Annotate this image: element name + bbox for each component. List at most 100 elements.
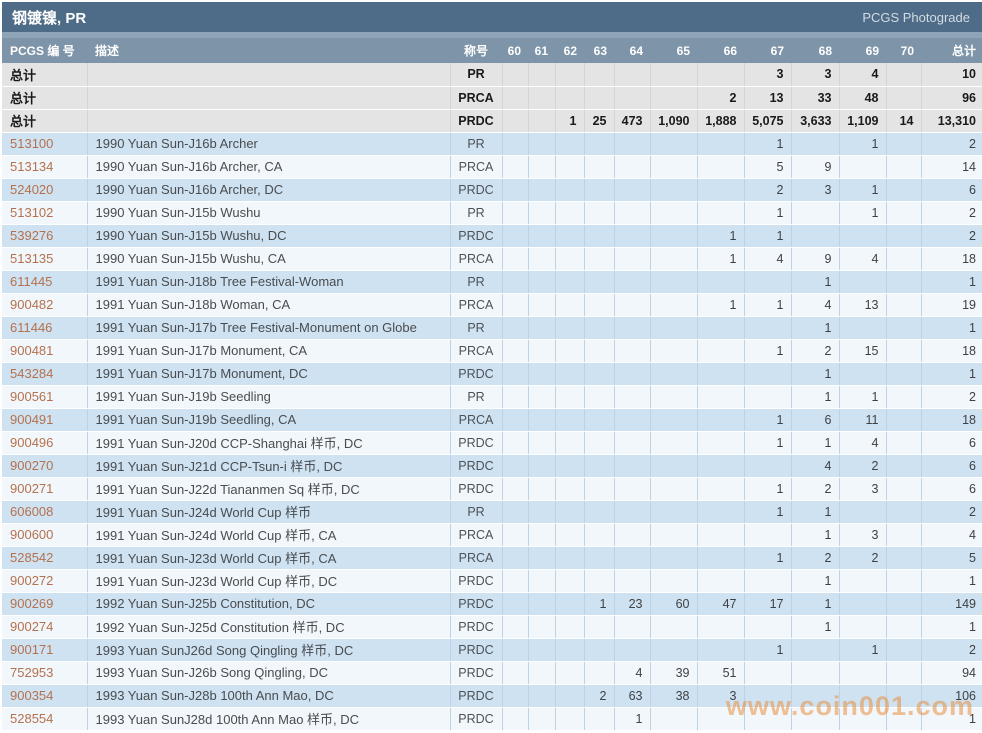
grade-60-cell [502, 109, 529, 133]
grade-70-cell [886, 270, 922, 294]
description-cell [87, 109, 451, 133]
grade-70-cell [886, 707, 922, 731]
total-cell: 2 [921, 638, 982, 662]
grade-62-cell [555, 385, 585, 409]
grade-66-cell [697, 316, 745, 340]
grade-60-cell [502, 569, 529, 593]
pcgs-number-link[interactable]: 513100 [2, 132, 88, 156]
grade-60-cell [502, 408, 529, 432]
table-row: 900171 1993 Yuan SunJ26d Song Qingling 样币… [2, 638, 982, 662]
grade-61-cell [528, 316, 556, 340]
designation-cell: PRDC [450, 707, 503, 731]
pcgs-number-link[interactable]: 528554 [2, 707, 88, 731]
grade-61-cell [528, 408, 556, 432]
brand-label: PCGS Photograde [862, 9, 970, 25]
grade-66-cell [697, 270, 745, 294]
grade-70-cell [886, 477, 922, 501]
grade-70-cell [886, 661, 922, 685]
grade-62-cell [555, 431, 585, 455]
pcgs-number-link[interactable]: 611446 [2, 316, 88, 340]
grade-61-cell [528, 661, 556, 685]
table-row: 513100 1990 Yuan Sun-J16b Archer PR 1 1 2 [2, 132, 982, 156]
designation-cell: PRCA [450, 86, 503, 110]
grade-68-cell: 3 [791, 178, 840, 202]
grade-67-cell: 5,075 [744, 109, 792, 133]
grade-65-cell [650, 339, 698, 363]
grade-61-cell [528, 454, 556, 478]
grade-70-cell [886, 408, 922, 432]
description-cell: 1990 Yuan Sun-J16b Archer, DC [87, 178, 451, 202]
grade-67-cell [744, 684, 792, 708]
pcgs-number-link[interactable]: 900274 [2, 615, 88, 639]
grade-64-cell [614, 339, 651, 363]
grade-63-cell [584, 132, 615, 156]
grade-68-cell: 9 [791, 155, 840, 179]
grade-60-cell [502, 615, 529, 639]
pcgs-number-link[interactable]: 900272 [2, 569, 88, 593]
grade-61-cell [528, 109, 556, 133]
grade-60-cell [502, 270, 529, 294]
pcgs-number-link[interactable]: 539276 [2, 224, 88, 248]
grade-60-cell [502, 592, 529, 616]
table-row: 606008 1991 Yuan Sun-J24d World Cup 样币 PR 1… [2, 500, 982, 524]
grade-68-cell: 1 [791, 592, 840, 616]
pcgs-number-link[interactable]: 752953 [2, 661, 88, 685]
pcgs-number-link[interactable]: 900269 [2, 592, 88, 616]
grade-63-cell [584, 661, 615, 685]
grade-65-cell [650, 431, 698, 455]
pcgs-number-link[interactable]: 900270 [2, 454, 88, 478]
grade-67-cell [744, 569, 792, 593]
grade-66-cell: 2 [697, 86, 745, 110]
pcgs-number-link[interactable]: 900481 [2, 339, 88, 363]
grade-64-cell [614, 270, 651, 294]
population-table: PCGS 编 号描述 称号 60 61 62 63 64 65 66 67 68 69 70 总计 总计 P… [2, 38, 982, 731]
grade-66-cell [697, 201, 745, 225]
total-cell: 2 [921, 201, 982, 225]
grade-70-cell [886, 247, 922, 271]
pcgs-number-link[interactable]: 900491 [2, 408, 88, 432]
grade-62-cell [555, 293, 585, 317]
grade-68-cell: 1 [791, 385, 840, 409]
pcgs-number-link[interactable]: 528542 [2, 546, 88, 570]
grade-66-cell [697, 546, 745, 570]
grade-66-cell: 1 [697, 293, 745, 317]
designation-cell: PRDC [450, 454, 503, 478]
total-cell: 6 [921, 431, 982, 455]
grade-63-cell [584, 224, 615, 248]
description-cell: 1990 Yuan Sun-J15b Wushu, DC [87, 224, 451, 248]
grade-68-cell [791, 201, 840, 225]
grade-61-cell [528, 86, 556, 110]
grade-60-cell [502, 132, 529, 156]
grade-70-cell [886, 178, 922, 202]
grade-65-cell [650, 523, 698, 547]
grade-67-cell: 3 [744, 63, 792, 87]
grade-68-cell: 1 [791, 569, 840, 593]
grade-62-cell [555, 178, 585, 202]
pcgs-number-link[interactable]: 900496 [2, 431, 88, 455]
grade-63-cell [584, 63, 615, 87]
grade-61-cell [528, 638, 556, 662]
pcgs-number-link[interactable]: 900271 [2, 477, 88, 501]
grade-69-cell: 4 [839, 63, 887, 87]
pcgs-number-link[interactable]: 513134 [2, 155, 88, 179]
grade-66-cell [697, 477, 745, 501]
designation-cell: PRDC [450, 592, 503, 616]
grade-69-cell: 1 [839, 178, 887, 202]
pcgs-number-link[interactable]: 606008 [2, 500, 88, 524]
pcgs-number-link[interactable]: 900354 [2, 684, 88, 708]
pcgs-number-link[interactable]: 543284 [2, 362, 88, 386]
pcgs-number-link[interactable]: 513135 [2, 247, 88, 271]
pcgs-number-link[interactable]: 900600 [2, 523, 88, 547]
designation-cell: PRCA [450, 523, 503, 547]
pcgs-number-link[interactable]: 900561 [2, 385, 88, 409]
pcgs-number-link[interactable]: 524020 [2, 178, 88, 202]
grade-67-cell [744, 615, 792, 639]
pcgs-number-link[interactable]: 513102 [2, 201, 88, 225]
total-cell: 1 [921, 270, 982, 294]
designation-cell: PR [450, 500, 503, 524]
pcgs-number-link[interactable]: 900482 [2, 293, 88, 317]
grade-64-cell [614, 523, 651, 547]
designation-cell: PRDC [450, 431, 503, 455]
pcgs-number-link[interactable]: 900171 [2, 638, 88, 662]
pcgs-number-link[interactable]: 611445 [2, 270, 88, 294]
